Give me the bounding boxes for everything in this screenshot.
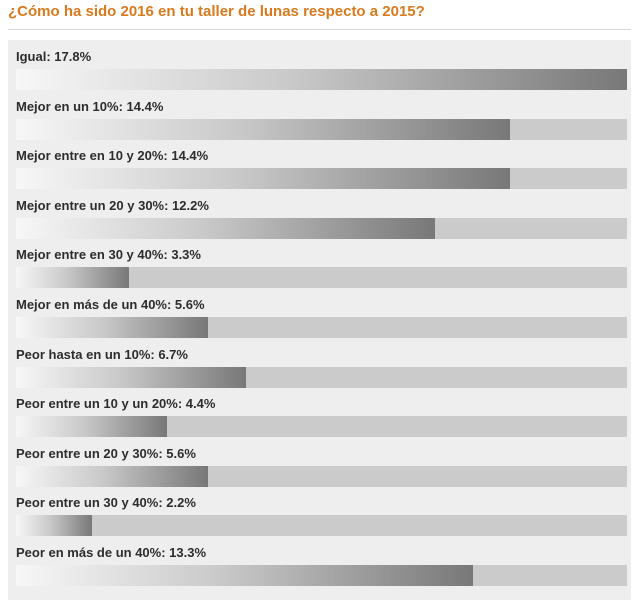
poll-option-row: Peor entre un 10 y un 20%: 4.4% bbox=[8, 387, 631, 438]
bar-fill bbox=[16, 118, 510, 140]
bar-track bbox=[16, 118, 627, 140]
bar-track bbox=[16, 565, 627, 586]
bar-fill bbox=[16, 565, 473, 586]
poll-option-label: Peor entre un 10 y un 20%: 4.4% bbox=[16, 396, 216, 412]
poll-option-label: Igual: 17.8% bbox=[16, 49, 92, 64]
poll-question-title: ¿Cómo ha sido 2016 en tu taller de lunas… bbox=[8, 3, 425, 20]
bar-fill bbox=[16, 317, 208, 338]
poll-option-row: Mejor en un 10%: 14.4% bbox=[8, 90, 631, 140]
poll-option-label: Peor entre un 20 y 30%: 5.6% bbox=[16, 445, 196, 461]
bar-fill bbox=[16, 69, 627, 90]
bar-track bbox=[16, 465, 627, 487]
poll-option-row: Peor entre un 20 y 30%: 5.6% bbox=[8, 437, 631, 487]
poll-option-label: Mejor entre en 30 y 40%: 3.3% bbox=[16, 247, 201, 263]
bar-fill bbox=[16, 416, 167, 438]
poll-option-row: Peor entre un 30 y 40%: 2.2% bbox=[8, 486, 631, 537]
poll-option-row: Mejor entre en 30 y 40%: 3.3% bbox=[8, 238, 631, 289]
poll-option-row: Mejor entre en 10 y 20%: 14.4% bbox=[8, 139, 631, 190]
bar-track bbox=[16, 267, 627, 289]
poll-option-label: Peor hasta en un 10%: 6.7% bbox=[16, 346, 188, 362]
poll-option-row: Mejor entre un 20 y 30%: 12.2% bbox=[8, 189, 631, 239]
poll-option-label: Mejor entre en 10 y 20%: 14.4% bbox=[16, 148, 209, 164]
bar-track bbox=[16, 366, 627, 388]
poll-option-label: Mejor en más de un 40%: 5.6% bbox=[16, 297, 205, 312]
bar-track bbox=[16, 317, 627, 338]
bar-fill bbox=[16, 217, 435, 239]
bar-track bbox=[16, 416, 627, 438]
bar-track bbox=[16, 69, 627, 90]
poll-option-label: Peor en más de un 40%: 13.3% bbox=[16, 545, 207, 560]
poll-option-label: Mejor en un 10%: 14.4% bbox=[16, 98, 164, 114]
bar-track bbox=[16, 515, 627, 537]
bar-fill bbox=[16, 515, 92, 537]
poll-option-row: Peor en más de un 40%: 13.3% bbox=[8, 536, 631, 586]
bar-fill bbox=[16, 267, 129, 289]
bar-track bbox=[16, 168, 627, 190]
poll-option-label: Peor entre un 30 y 40%: 2.2% bbox=[16, 495, 196, 511]
poll-option-row: Igual: 17.8% bbox=[8, 40, 631, 90]
poll-option-row: Mejor en más de un 40%: 5.6% bbox=[8, 288, 631, 338]
poll-option-row: Peor hasta en un 10%: 6.7% bbox=[8, 338, 631, 388]
bar-fill bbox=[16, 465, 208, 487]
poll-results-panel: Igual: 17.8% Mejor en un 10%: 14.4% Mejor … bbox=[8, 40, 631, 600]
poll-option-label: Mejor entre un 20 y 30%: 12.2% bbox=[16, 197, 209, 213]
bar-fill bbox=[16, 366, 246, 388]
bar-fill bbox=[16, 168, 510, 190]
bar-track bbox=[16, 217, 627, 239]
title-divider bbox=[8, 29, 631, 30]
